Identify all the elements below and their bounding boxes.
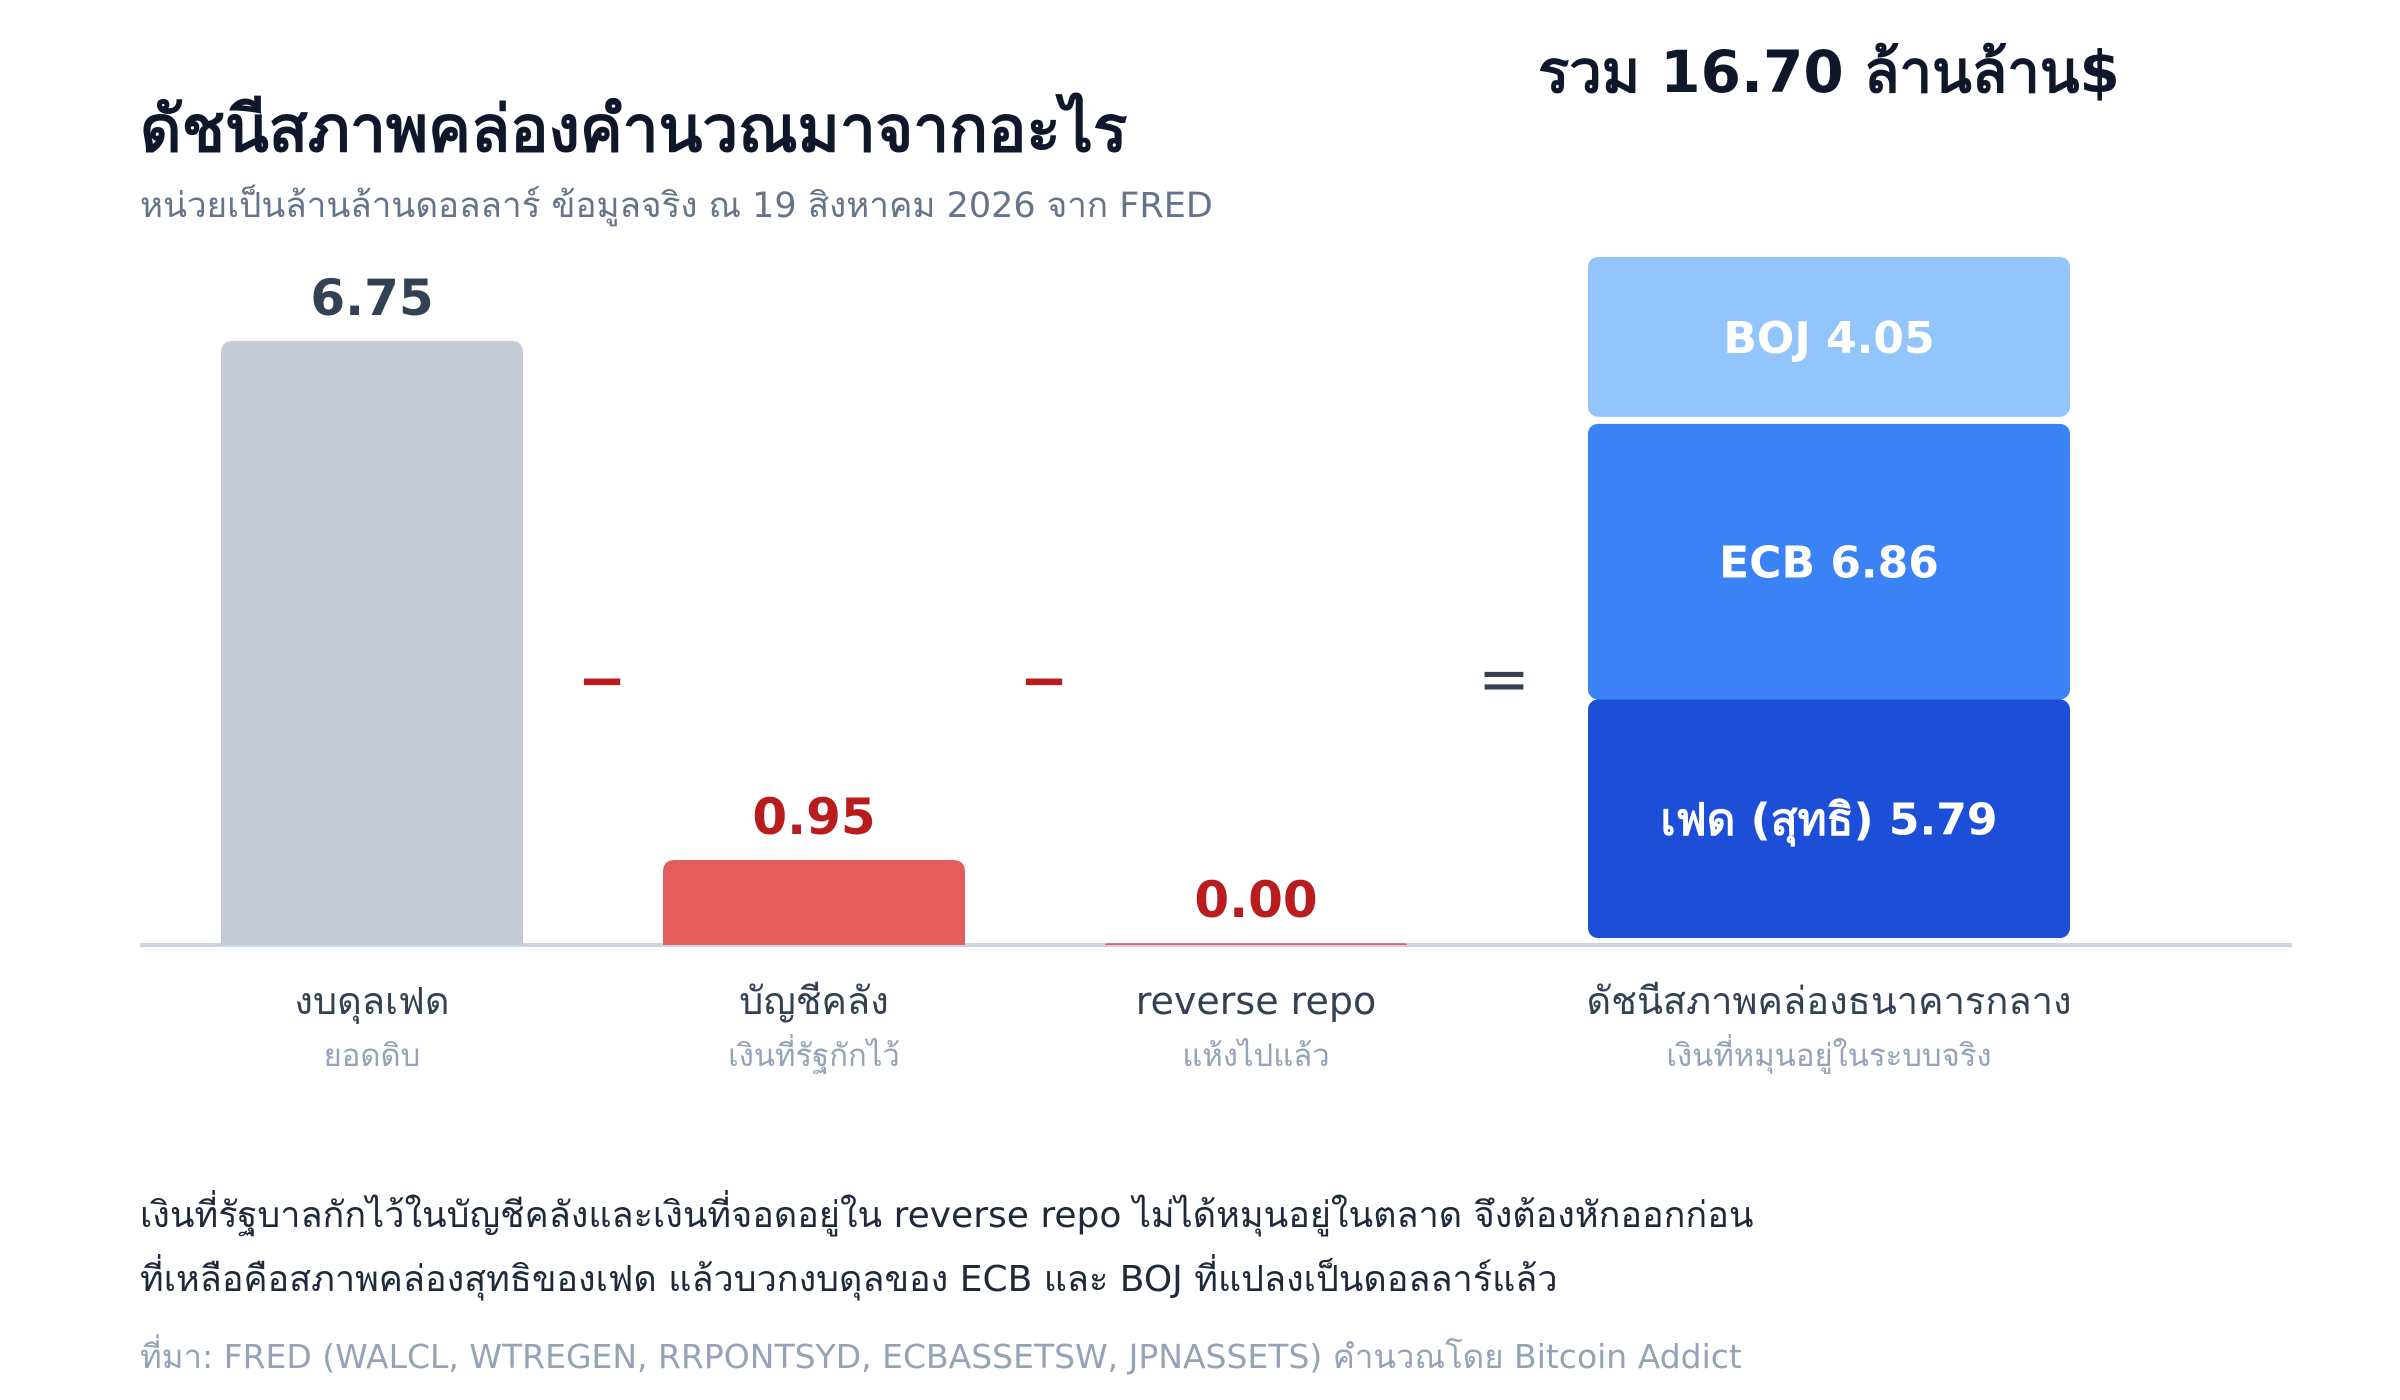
stack-segment-3 [1588, 256, 2070, 417]
source-note: ที่มา: FRED (WALCL, WTREGEN, RRPONTSYD, … [140, 1337, 1742, 1376]
operator-1: − [578, 646, 627, 714]
page-title: ดัชนีสภาพคล่องคำนวณมาจากอะไร [140, 93, 1128, 167]
stack-segment-label-1: เฟด (สุทธิ) 5.79 [1661, 795, 1998, 848]
stack-category-label: ดัชนีสภาพคล่องธนาคารกลาง [1586, 979, 2071, 1023]
explanation-line-1: เงินที่รัฐบาลกักไว้ในบัญชีคลังและเงินที่… [140, 1195, 1754, 1236]
bar-1 [221, 340, 523, 945]
explanation-line-2: ที่เหลือคือสภาพคล่องสุทธิของเฟด แล้วบวกง… [140, 1259, 1558, 1300]
bar-value-label-2: 0.95 [752, 788, 875, 846]
category-sublabel-3: แห้งไปแล้ว [1182, 1038, 1329, 1074]
category-label-3: reverse repo [1136, 979, 1376, 1023]
operator-2: − [1020, 646, 1069, 714]
page-subtitle: หน่วยเป็นล้านล้านดอลลาร์ ข้อมูลจริง ณ 19… [140, 186, 1213, 226]
stack-segment-2 [1588, 423, 2070, 700]
bar-value-label-3: 0.00 [1194, 871, 1317, 929]
operator-3: = [1478, 642, 1530, 715]
category-label-2: บัญชีคลัง [739, 979, 889, 1023]
stack-total-label: รวม 16.70 ล้านล้าน$ [1538, 38, 2120, 106]
bar-2 [663, 859, 965, 945]
category-label-1: งบดุลเฟด [294, 979, 449, 1024]
stack-category-sublabel: เงินที่หมุนอยู่ในระบบจริง [1666, 1034, 1991, 1075]
bar-3 [1105, 943, 1407, 945]
stack-segment-label-3: BOJ 4.05 [1723, 313, 1934, 364]
stack-segment-label-2: ECB 6.86 [1719, 538, 1939, 589]
bar-value-label-1: 6.75 [310, 269, 433, 327]
category-sublabel-2: เงินที่รัฐกักไว้ [728, 1034, 900, 1074]
stack-segment-1 [1588, 699, 2070, 938]
category-sublabel-1: ยอดดิบ [324, 1038, 421, 1074]
